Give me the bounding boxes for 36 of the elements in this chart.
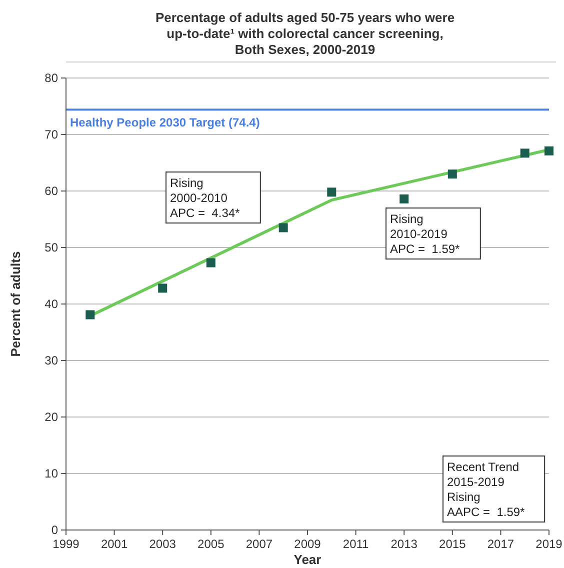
x-tick-label: 2005 bbox=[198, 537, 225, 551]
x-tick-label: 2003 bbox=[149, 537, 176, 551]
point bbox=[327, 188, 336, 197]
point bbox=[544, 146, 554, 156]
y-tick-label: 50 bbox=[44, 240, 58, 255]
point bbox=[520, 148, 530, 158]
point bbox=[400, 194, 409, 204]
x-tick-label: 2009 bbox=[294, 537, 322, 551]
y-tick-label: 60 bbox=[44, 184, 58, 198]
x-tick-label: 2015 bbox=[439, 537, 466, 551]
y-tick-label: 10 bbox=[44, 466, 58, 481]
y-axis-title: Percent of adults bbox=[8, 251, 23, 357]
annotation: Recent Trend 2015-2019 Rising AAPC = 1.59* bbox=[447, 460, 526, 519]
x-tick-label: 2001 bbox=[100, 537, 128, 551]
x-tick-label: 2017 bbox=[487, 537, 514, 551]
point bbox=[206, 258, 216, 268]
x-tick-label: 2019 bbox=[536, 537, 563, 551]
x-tick-label: 2013 bbox=[390, 537, 418, 551]
annotation: Rising 2000-2010 APC = 4.34* bbox=[170, 176, 240, 220]
y-tick-label: 70 bbox=[44, 128, 58, 142]
point bbox=[86, 310, 95, 320]
x-tick-label: 2007 bbox=[246, 537, 273, 551]
y-tick-label: 30 bbox=[44, 354, 58, 368]
point bbox=[158, 284, 168, 293]
point bbox=[278, 223, 288, 232]
y-tick-label: 40 bbox=[44, 297, 58, 312]
y-tick-label: 80 bbox=[44, 71, 58, 86]
chart-title: Percentage of adults aged 50-75 years who were up-to-date¹ with colorectal cancer screening, Both Sexes, 2000-2019 bbox=[155, 10, 455, 57]
y-tick-label: 20 bbox=[44, 410, 58, 424]
ref-line-label: Healthy People 2030 Target (74.4) bbox=[70, 116, 260, 130]
annotation: Rising 2010-2019 APC = 1.59* bbox=[390, 212, 460, 256]
x-axis-title: Year bbox=[294, 552, 322, 567]
x-tick-label: 1999 bbox=[52, 537, 80, 551]
y-tick-label: 0 bbox=[51, 523, 58, 538]
point bbox=[448, 170, 457, 179]
x-tick-label: 2011 bbox=[342, 537, 370, 551]
